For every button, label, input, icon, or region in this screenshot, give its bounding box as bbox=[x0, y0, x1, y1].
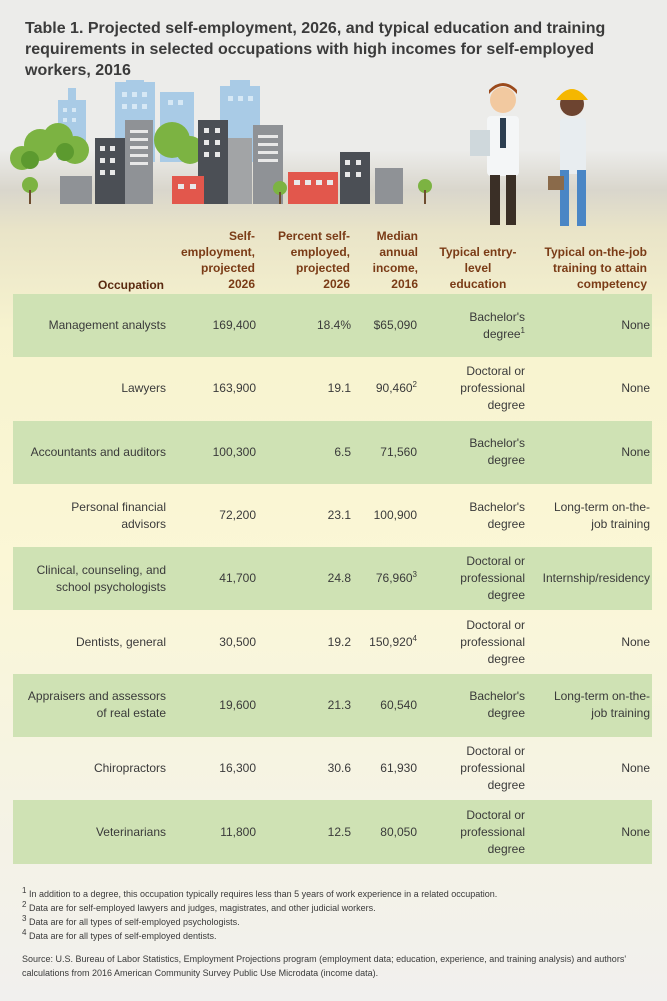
footnote: 1 In addition to a degree, this occupati… bbox=[22, 886, 498, 900]
self-employment-cell: 30,500 bbox=[219, 634, 256, 649]
training-cell: Long-term on-the-job training bbox=[553, 499, 650, 531]
percent-cell: 18.4% bbox=[316, 318, 351, 333]
education-cell: Bachelor's degree bbox=[469, 499, 525, 531]
occupation-cell: Dentists, general bbox=[75, 634, 166, 649]
source-note: Source: U.S. Bureau of Labor Statistics,… bbox=[22, 954, 627, 978]
footnote: 2 Data are for self-employed lawyers and… bbox=[22, 900, 376, 914]
training-cell: Long-term on-the-job training bbox=[553, 689, 650, 721]
education-cell: Bachelor's degree bbox=[469, 436, 525, 468]
training-cell: None bbox=[621, 444, 650, 459]
training-cell: None bbox=[621, 381, 650, 396]
occupation-cell: Appraisers and assessors of real estate bbox=[27, 689, 166, 721]
header-education: Typical entry-level education bbox=[439, 245, 517, 291]
education-cell: Bachelor's degree1 bbox=[469, 309, 525, 341]
self-employment-cell: 169,400 bbox=[212, 318, 256, 333]
training-cell: None bbox=[621, 761, 650, 776]
table-title: Table 1. Projected self-employment, 2026… bbox=[25, 20, 606, 79]
self-employment-cell: 100,300 bbox=[212, 444, 256, 459]
table-row: Clinical, counseling, and school psycholo… bbox=[13, 547, 652, 611]
occupation-cell: Accountants and auditors bbox=[30, 444, 166, 459]
table-row: Appraisers and assessors of real estate 19… bbox=[13, 673, 652, 738]
self-employment-cell: 16,300 bbox=[219, 761, 256, 776]
percent-cell: 24.8 bbox=[327, 571, 351, 586]
table-row: Personal financial advisors 72,200 23.1 100,… bbox=[13, 484, 652, 547]
income-cell: 90,4602 bbox=[375, 380, 417, 396]
self-employment-cell: 19,600 bbox=[219, 697, 256, 712]
table-row: Management analysts 169,400 18.4% $65,090 Ba… bbox=[13, 294, 652, 358]
occupation-cell: Chiropractors bbox=[93, 761, 166, 776]
percent-cell: 6.5 bbox=[334, 444, 351, 459]
header-occupation: Occupation bbox=[97, 278, 164, 292]
city-illustration bbox=[10, 80, 588, 226]
education-cell: Doctoral or professional degree bbox=[460, 744, 525, 793]
footnote-marker: 4 bbox=[412, 633, 417, 643]
training-cell: None bbox=[621, 318, 650, 333]
education-cell: Doctoral or professional degree bbox=[460, 554, 525, 603]
worker-figure bbox=[548, 89, 588, 226]
percent-cell: 12.5 bbox=[327, 824, 351, 839]
footnote-marker: 1 bbox=[520, 325, 525, 335]
table-row: Accountants and auditors 100,300 6.5 71,560… bbox=[13, 420, 652, 484]
percent-cell: 21.3 bbox=[327, 697, 351, 712]
occupation-cell: Veterinarians bbox=[95, 824, 166, 839]
occupation-cell: Clinical, counseling, and school psycholo… bbox=[36, 562, 166, 594]
table-row: Lawyers 163,900 19.1 90,4602 Doctoral or prof… bbox=[13, 357, 652, 420]
self-employment-cell: 163,900 bbox=[212, 381, 256, 396]
footnote: 3 Data are for all types of self-employe… bbox=[22, 914, 240, 928]
footnote-marker: 2 bbox=[412, 380, 417, 390]
professional-figure bbox=[470, 83, 519, 225]
income-cell: 71,560 bbox=[380, 444, 417, 459]
education-cell: Doctoral or professional degree bbox=[460, 617, 525, 666]
education-cell: Doctoral or professional degree bbox=[460, 807, 525, 856]
table-row: Chiropractors 16,300 30.6 61,930 Doctoral or… bbox=[13, 737, 652, 800]
percent-cell: 19.1 bbox=[327, 381, 351, 396]
percent-cell: 23.1 bbox=[327, 508, 351, 523]
footnote-marker: 3 bbox=[412, 570, 417, 580]
income-cell: 60,540 bbox=[380, 697, 417, 712]
header-training: Typical on-the-job training to attain comp… bbox=[544, 245, 647, 291]
header-self-employment: Self-employment, projected 2026 bbox=[180, 229, 255, 291]
table-row: Dentists, general 30,500 19.2 150,9204 Docto… bbox=[13, 610, 652, 673]
header-percent: Percent self-employed, projected 2026 bbox=[277, 229, 350, 291]
income-cell: 150,9204 bbox=[369, 633, 417, 649]
percent-cell: 30.6 bbox=[327, 761, 351, 776]
education-cell: Bachelor's degree bbox=[469, 689, 525, 721]
percent-cell: 19.2 bbox=[327, 634, 351, 649]
occupation-cell: Personal financial advisors bbox=[71, 499, 166, 531]
occupation-cell: Lawyers bbox=[121, 381, 166, 396]
occupation-cell: Management analysts bbox=[48, 318, 166, 333]
self-employment-cell: 41,700 bbox=[219, 571, 256, 586]
training-cell: Internship/residency bbox=[542, 571, 650, 586]
table-row: Veterinarians 11,800 12.5 80,050 Doctoral or… bbox=[13, 800, 652, 864]
self-employment-cell: 72,200 bbox=[219, 508, 256, 523]
income-cell: 100,900 bbox=[373, 508, 417, 523]
education-cell: Doctoral or professional degree bbox=[460, 364, 525, 413]
footnote: 4 Data are for all types of self-employe… bbox=[22, 928, 217, 942]
header-income: Median annual income, 2016 bbox=[372, 229, 418, 291]
training-cell: None bbox=[621, 824, 650, 839]
income-cell: $65,090 bbox=[373, 318, 417, 333]
income-cell: 80,050 bbox=[380, 824, 417, 839]
self-employment-cell: 11,800 bbox=[220, 824, 256, 839]
data-table: Management analysts 169,400 18.4% $65,090 Ba… bbox=[13, 294, 652, 864]
income-cell: 61,930 bbox=[380, 761, 417, 776]
training-cell: None bbox=[621, 634, 650, 649]
income-cell: 76,9603 bbox=[375, 570, 417, 586]
footnotes: 1 In addition to a degree, this occupati… bbox=[22, 887, 652, 980]
